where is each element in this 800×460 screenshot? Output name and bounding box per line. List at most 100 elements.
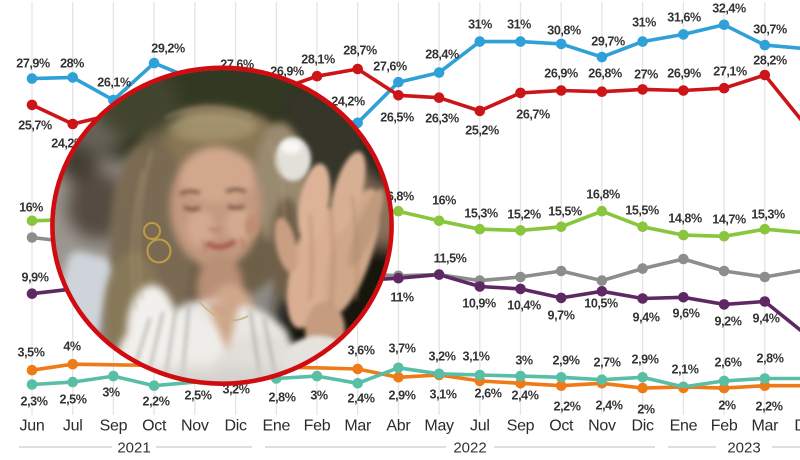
- svg-text:10,4%: 10,4%: [507, 299, 541, 313]
- svg-text:9,9%: 9,9%: [22, 271, 49, 285]
- svg-text:29,7%: 29,7%: [591, 35, 625, 49]
- svg-text:Sep: Sep: [100, 418, 128, 435]
- svg-text:25,2%: 25,2%: [465, 124, 499, 138]
- svg-text:2,4%: 2,4%: [596, 399, 623, 413]
- svg-text:2,7%: 2,7%: [594, 356, 621, 370]
- svg-text:2,6%: 2,6%: [475, 387, 502, 401]
- svg-text:Abr: Abr: [386, 418, 411, 435]
- svg-text:Dic: Dic: [224, 418, 247, 435]
- svg-text:15,5%: 15,5%: [548, 205, 582, 219]
- svg-text:14,7%: 14,7%: [712, 213, 746, 227]
- svg-text:3,7%: 3,7%: [389, 342, 416, 356]
- svg-text:2022: 2022: [453, 440, 486, 457]
- svg-text:2,8%: 2,8%: [757, 352, 784, 366]
- svg-text:2,2%: 2,2%: [756, 400, 783, 414]
- svg-text:16%: 16%: [432, 194, 456, 208]
- svg-text:2,9%: 2,9%: [553, 354, 580, 368]
- svg-text:2,6%: 2,6%: [715, 356, 742, 370]
- svg-text:2,1%: 2,1%: [672, 363, 699, 377]
- svg-text:2%: 2%: [637, 403, 655, 417]
- svg-text:2023: 2023: [727, 440, 760, 457]
- svg-text:3%: 3%: [310, 389, 328, 403]
- svg-text:28,4%: 28,4%: [425, 48, 459, 62]
- svg-text:9,4%: 9,4%: [633, 311, 660, 325]
- svg-text:2,5%: 2,5%: [60, 393, 87, 407]
- svg-text:9,6%: 9,6%: [673, 307, 700, 321]
- svg-text:29,2%: 29,2%: [151, 42, 185, 56]
- svg-text:10,9%: 10,9%: [462, 297, 496, 311]
- svg-text:16%: 16%: [19, 201, 43, 215]
- svg-text:9,7%: 9,7%: [548, 309, 575, 323]
- svg-text:2%: 2%: [718, 399, 736, 413]
- svg-text:2,4%: 2,4%: [348, 392, 375, 406]
- svg-text:15,5%: 15,5%: [625, 204, 659, 218]
- svg-text:May: May: [424, 418, 454, 435]
- svg-text:11,5%: 11,5%: [434, 252, 467, 266]
- svg-text:Oct: Oct: [142, 418, 167, 435]
- svg-text:2,2%: 2,2%: [143, 395, 170, 409]
- svg-text:Dic: Dic: [794, 418, 800, 435]
- svg-text:24,2%: 24,2%: [331, 95, 365, 109]
- svg-text:27,1%: 27,1%: [713, 65, 747, 79]
- svg-text:Mar: Mar: [751, 418, 779, 435]
- svg-text:2,3%: 2,3%: [21, 395, 48, 409]
- svg-text:3,1%: 3,1%: [430, 388, 457, 402]
- svg-text:16,8%: 16,8%: [586, 188, 620, 202]
- svg-text:15,2%: 15,2%: [507, 208, 541, 222]
- svg-text:Nov: Nov: [181, 418, 209, 435]
- svg-text:26,1%: 26,1%: [97, 76, 131, 90]
- svg-text:11%: 11%: [390, 291, 413, 305]
- svg-text:3,2%: 3,2%: [429, 350, 456, 364]
- svg-text:28%: 28%: [60, 57, 84, 71]
- svg-text:Jul: Jul: [470, 418, 490, 435]
- svg-text:30,7%: 30,7%: [753, 23, 787, 37]
- svg-text:10,5%: 10,5%: [584, 297, 618, 311]
- svg-text:26,9%: 26,9%: [667, 67, 701, 81]
- svg-text:2,5%: 2,5%: [185, 389, 212, 403]
- svg-text:26,5%: 26,5%: [380, 111, 414, 125]
- svg-text:Ene: Ene: [263, 418, 291, 435]
- svg-text:2,2%: 2,2%: [554, 400, 581, 414]
- svg-text:14,8%: 14,8%: [668, 212, 702, 226]
- svg-text:2,8%: 2,8%: [269, 391, 296, 405]
- svg-text:Jun: Jun: [20, 418, 45, 435]
- svg-text:27%: 27%: [634, 68, 658, 82]
- svg-text:9,4%: 9,4%: [753, 312, 780, 326]
- svg-text:30,8%: 30,8%: [547, 24, 581, 38]
- svg-text:31%: 31%: [507, 18, 531, 32]
- svg-text:Dic: Dic: [631, 418, 654, 435]
- svg-text:3,2%: 3,2%: [223, 383, 250, 397]
- svg-text:Sep: Sep: [507, 418, 535, 435]
- svg-text:9,2%: 9,2%: [715, 315, 742, 329]
- svg-text:32,4%: 32,4%: [712, 2, 746, 16]
- svg-text:2,9%: 2,9%: [389, 389, 416, 403]
- svg-text:26,3%: 26,3%: [425, 112, 459, 126]
- svg-text:31%: 31%: [632, 16, 656, 30]
- svg-text:2,9%: 2,9%: [632, 353, 659, 367]
- svg-text:26,8%: 26,8%: [588, 67, 622, 81]
- svg-text:Ene: Ene: [670, 418, 698, 435]
- svg-text:3,5%: 3,5%: [18, 346, 45, 360]
- svg-text:2021: 2021: [117, 440, 150, 457]
- svg-text:27,6%: 27,6%: [373, 60, 407, 74]
- svg-text:28,1%: 28,1%: [301, 53, 335, 67]
- svg-text:Feb: Feb: [711, 418, 738, 435]
- svg-text:31,6%: 31,6%: [667, 11, 701, 25]
- svg-text:Oct: Oct: [549, 418, 574, 435]
- svg-text:3,1%: 3,1%: [463, 350, 490, 364]
- svg-text:Feb: Feb: [304, 418, 331, 435]
- svg-text:3%: 3%: [102, 386, 120, 400]
- svg-text:Nov: Nov: [588, 418, 616, 435]
- svg-text:Jul: Jul: [63, 418, 83, 435]
- svg-text:3,6%: 3,6%: [348, 344, 375, 358]
- svg-text:25,7%: 25,7%: [18, 119, 52, 133]
- svg-text:26,9%: 26,9%: [544, 67, 578, 81]
- svg-text:4%: 4%: [63, 340, 81, 354]
- svg-text:27,9%: 27,9%: [16, 57, 50, 71]
- svg-text:2,4%: 2,4%: [512, 389, 539, 403]
- svg-text:Mar: Mar: [344, 418, 372, 435]
- svg-text:31%: 31%: [468, 18, 492, 32]
- svg-text:28,2%: 28,2%: [753, 54, 787, 68]
- svg-text:3%: 3%: [515, 354, 533, 368]
- svg-text:28,7%: 28,7%: [343, 44, 377, 58]
